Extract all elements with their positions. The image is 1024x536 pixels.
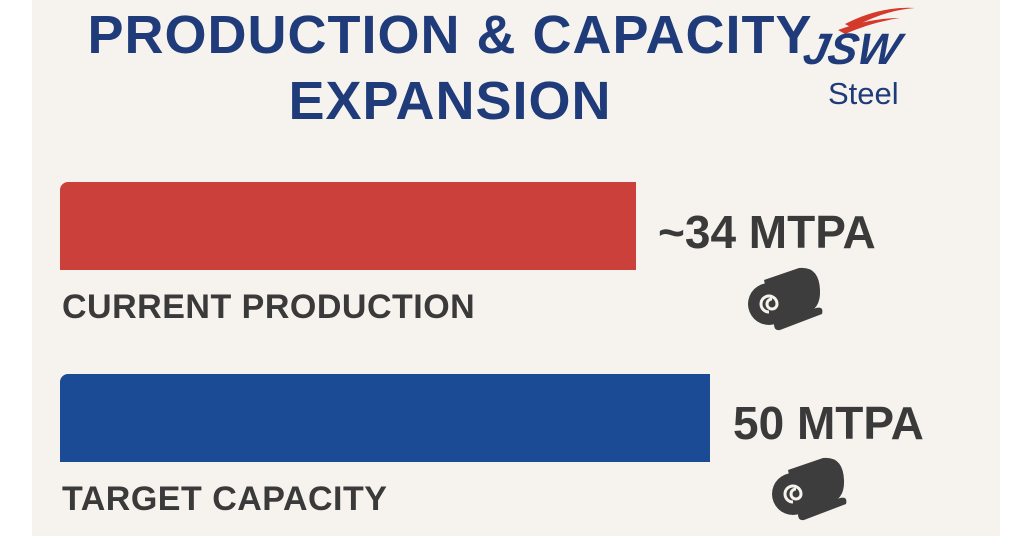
label-current-production: CURRENT PRODUCTION	[62, 288, 476, 326]
title-line-2: EXPANSION	[288, 71, 612, 131]
steel-coil-icon	[772, 457, 847, 521]
bar-target-capacity	[60, 374, 710, 462]
jsw-steel-logo: JSW Steel	[790, 4, 940, 114]
title-line-1: PRODUCTION & CAPACITY	[87, 5, 813, 65]
jsw-logo-mark-icon: JSW	[799, 7, 915, 74]
bar-current-production	[60, 182, 636, 270]
steel-coil-icon	[748, 267, 823, 331]
logo-brand-text: JSW	[799, 25, 909, 73]
logo-steel-text: Steel	[828, 76, 899, 111]
label-target-capacity: TARGET CAPACITY	[62, 480, 388, 518]
value-target-capacity: 50 MTPA	[733, 397, 924, 449]
value-current-production: ~34 MTPA	[658, 206, 876, 258]
